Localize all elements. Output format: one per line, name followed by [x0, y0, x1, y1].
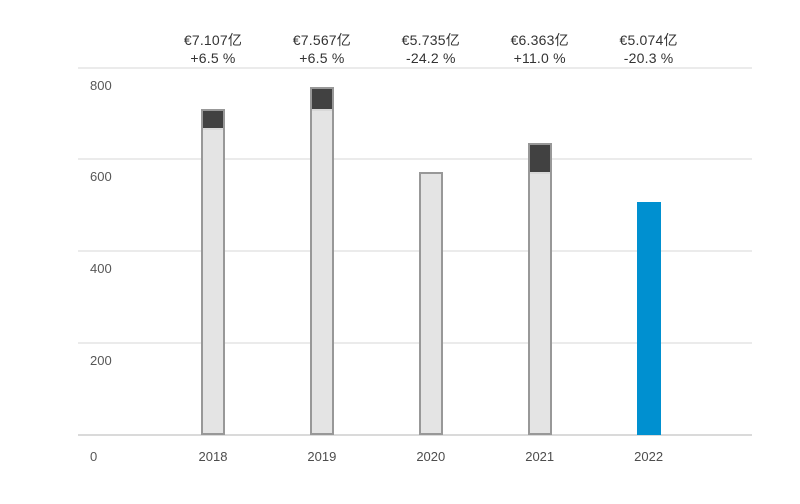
bar-2021: [527, 142, 552, 435]
y-tick-label: 0: [90, 449, 98, 464]
gridline: [78, 158, 752, 161]
x-tick-label-2019: 2019: [307, 449, 337, 464]
x-tick-label-2018: 2018: [198, 449, 228, 464]
annotation-value-label: €7.567亿: [292, 32, 351, 48]
x-tick-label-2020: 2020: [416, 449, 446, 464]
bar-2022: [636, 201, 661, 435]
annotation-change-label: -20.3 %: [623, 50, 674, 66]
annotation-change-label: +6.5 %: [190, 50, 236, 66]
y-tick-label: 200: [90, 353, 112, 369]
gridline: [78, 250, 752, 253]
gridline: [78, 342, 752, 345]
annotation-2018: €7.107亿 +6.5 %: [143, 31, 283, 67]
annotation-change-label: +6.5 %: [299, 50, 345, 66]
annotation-2019: €7.567亿 +6.5 %: [252, 31, 392, 67]
gridline: [78, 66, 752, 69]
growth-cap-segment: [529, 144, 550, 174]
bar-2019: [309, 87, 334, 435]
annotation-value-label: €7.107亿: [183, 32, 243, 48]
annotation-2020: €5.735亿 -24.2 %: [361, 31, 501, 67]
annotation-value-label: €5.074亿: [619, 32, 678, 48]
y-tick-label: 800: [90, 77, 112, 93]
y-tick-label: 400: [90, 261, 112, 277]
annotation-value-label: €5.735亿: [401, 32, 460, 48]
annotation-value-label: €6.363亿: [510, 32, 569, 48]
y-tick-label: 600: [90, 169, 112, 185]
annotation-change-label: -24.2 %: [405, 50, 456, 66]
x-axis-line: [78, 434, 752, 436]
x-tick-label-2021: 2021: [525, 449, 555, 464]
annotation-change-label: +11.0 %: [513, 50, 566, 66]
bar-2018: [201, 108, 225, 435]
annotation-2021: €6.363亿 +11.0 %: [470, 31, 610, 67]
growth-cap-segment: [203, 110, 223, 131]
growth-cap-segment: [311, 89, 332, 111]
annotation-2022: €5.074亿 -20.3 %: [579, 31, 719, 67]
x-tick-label-2022: 2022: [634, 449, 664, 464]
bar-2020: [418, 171, 443, 435]
